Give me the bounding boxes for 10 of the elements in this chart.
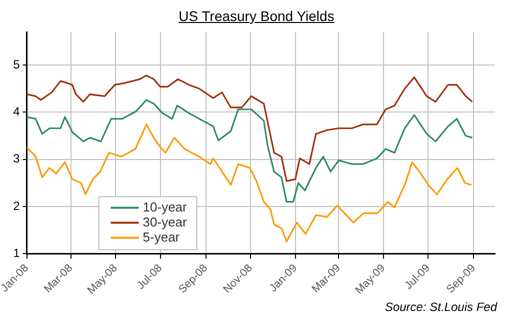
legend-label: 5-year: [142, 229, 180, 244]
y-tick-label: 5: [13, 57, 20, 72]
chart-title: US Treasury Bond Yields: [178, 8, 336, 24]
y-tick-label: 1: [13, 246, 20, 260]
y-tick-label: 4: [13, 104, 20, 119]
legend-label: 30-year: [142, 214, 188, 230]
y-tick-label: 2: [13, 198, 20, 213]
legend-label: 10-year: [142, 199, 188, 214]
source-note: Source: St.Louis Fed: [384, 300, 497, 314]
y-tick-label: 3: [13, 152, 20, 166]
